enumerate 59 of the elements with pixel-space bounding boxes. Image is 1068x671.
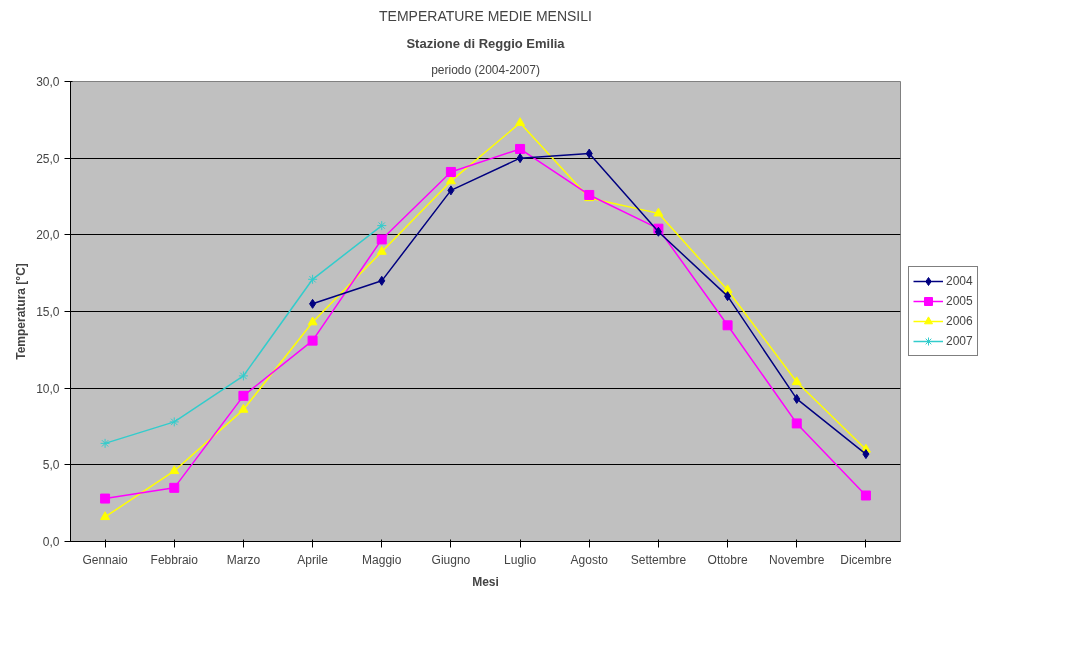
x-tick-label: Febbraio — [150, 552, 199, 567]
point — [238, 403, 249, 413]
x-tick-label: Giugno — [431, 552, 471, 567]
x-tick-label: Gennaio — [82, 552, 129, 567]
x-tick-label: Dicembre — [840, 552, 892, 567]
point — [238, 370, 249, 381]
legend-label: 2007 — [946, 334, 973, 348]
point — [376, 220, 387, 231]
text: periodo (2004-2007) — [431, 62, 540, 77]
point — [791, 376, 802, 386]
x-tick-label: Luglio — [504, 552, 537, 567]
y-tick-label: 10,0 — [36, 381, 60, 396]
point — [100, 493, 111, 504]
legend-label: 2004 — [946, 274, 973, 288]
point — [515, 143, 526, 154]
x-tick-label: Agosto — [570, 552, 609, 567]
point — [653, 207, 664, 217]
y-tick-label: 0,0 — [42, 535, 60, 549]
point — [169, 465, 180, 475]
point — [516, 153, 524, 164]
point — [100, 511, 111, 521]
y-tick-label: 30,0 — [36, 75, 60, 89]
point — [169, 482, 180, 493]
point — [860, 490, 871, 501]
point — [585, 148, 593, 159]
point — [376, 234, 387, 245]
legend-label: 2005 — [946, 294, 973, 308]
point — [793, 393, 801, 404]
point — [307, 274, 318, 285]
point — [378, 275, 386, 286]
x-tick-label: Novembre — [769, 552, 825, 567]
legend-label: 2006 — [946, 314, 973, 328]
y-tick-label: 20,0 — [36, 228, 60, 243]
y-tick-label: 15,0 — [36, 305, 60, 319]
x-tick-label: Maggio — [362, 552, 402, 567]
chart-subtitle: Stazione di Reggio Emilia — [406, 35, 566, 51]
point — [515, 117, 526, 126]
point — [309, 298, 317, 309]
x-tick-label: Settembre — [630, 552, 687, 567]
point — [445, 166, 456, 177]
y-tick-label: 25,0 — [36, 151, 60, 166]
y-tick-label: 5,0 — [42, 458, 60, 473]
point — [100, 438, 111, 449]
chart-title: TEMPERATURE MEDIE MENSILI — [379, 7, 592, 24]
point — [722, 320, 733, 331]
y-axis-title: Temperatura [°C] — [14, 263, 29, 360]
point — [447, 185, 455, 196]
point — [724, 291, 732, 302]
point — [307, 335, 318, 346]
point — [862, 449, 870, 460]
x-axis-title: Mesi — [472, 574, 499, 589]
point — [376, 246, 387, 255]
x-tick-label: Aprile — [297, 552, 329, 567]
point — [169, 416, 180, 427]
x-tick-label: Ottobre — [707, 552, 748, 567]
point — [238, 390, 249, 401]
x-tick-label: Marzo — [226, 552, 261, 567]
point — [791, 418, 802, 429]
point — [307, 316, 318, 326]
